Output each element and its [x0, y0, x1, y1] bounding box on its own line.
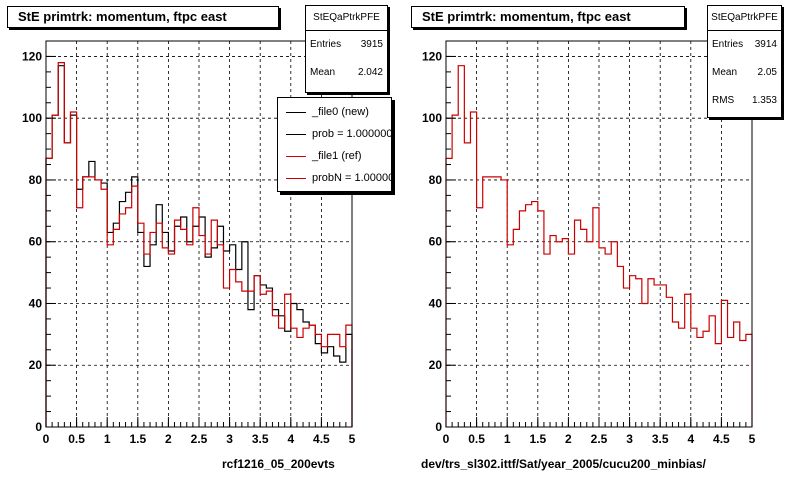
left-x-tick-label: 3.5	[252, 432, 269, 446]
legend-item-file1: _file1 (ref)	[278, 145, 391, 167]
legend-label-probn: probN = 1.000000	[312, 172, 392, 184]
legend-label-file1: _file1 (ref)	[312, 150, 362, 162]
left-x-tick-label: 0	[43, 432, 50, 446]
left-stats-name: StEQaPtrkPFE	[306, 6, 387, 31]
right-chart-title: StE primtrk: momentum, ftpc east	[411, 6, 685, 28]
right-stats-mean: Mean 2.05	[708, 59, 781, 87]
left-footer-label: rcf1216_05_200evts	[222, 457, 335, 471]
right-y-tick-label: 100	[422, 111, 442, 125]
right-x-tick-label: 2	[565, 432, 572, 446]
right-x-tick-label: 1	[504, 432, 511, 446]
left-x-tick-label: 1.5	[129, 432, 146, 446]
right-stats-rms-value: 1.353	[751, 95, 777, 106]
left-x-tick-label: 1	[104, 432, 111, 446]
left-x-tick-label: 5	[349, 432, 356, 446]
right-plot: 0 0.5 1 1.5 2 2.5 3 3.5 4 4.5 5 0 20 40 60 80 100 120	[422, 40, 756, 446]
left-y-tick-label: 100	[22, 111, 42, 125]
left-series-1-line	[45, 62, 353, 427]
right-stats-rms-label: RMS	[712, 95, 735, 106]
left-chart-title: StE primtrk: momentum, ftpc east	[7, 6, 279, 28]
right-x-tick-label: 0	[443, 432, 450, 446]
right-x-tick-label: 0.5	[468, 432, 485, 446]
right-stats-entries: Entries 3914	[708, 31, 781, 59]
right-x-tick-label: 4.5	[713, 432, 730, 446]
right-stats-mean-value: 2.05	[757, 67, 777, 78]
legend-label-prob: prob = 1.000000	[312, 128, 392, 140]
right-y-tick-label: 60	[429, 235, 443, 249]
right-y-tick-label: 40	[429, 296, 443, 310]
left-x-tick-label: 2	[165, 432, 172, 446]
left-stats-entries-label: Entries	[310, 39, 342, 50]
right-stats-box: StEQaPtrkPFE Entries 3914 Mean 2.05 RMS …	[707, 5, 782, 118]
left-y-tick-label: 40	[29, 296, 43, 310]
left-y-tick-label: 20	[29, 358, 43, 372]
right-y-tick-label: 120	[422, 49, 442, 63]
right-stats-name: StEQaPtrkPFE	[708, 6, 781, 31]
left-x-tick-label: 4	[287, 432, 294, 446]
left-x-tick-label: 4.5	[313, 432, 330, 446]
left-y-tick-label: 0	[35, 420, 42, 434]
left-stats-entries-value: 3915	[360, 39, 383, 50]
left-stats-mean: Mean 2.042	[306, 59, 387, 87]
left-x-tick-label: 3	[226, 432, 233, 446]
right-y-tick-label: 80	[429, 173, 443, 187]
legend-swatch-prob	[286, 134, 306, 135]
left-stats-entries: Entries 3915	[306, 31, 387, 59]
left-stats-box: StEQaPtrkPFE Entries 3915 Mean 2.042	[305, 5, 388, 93]
right-stats-mean-label: Mean	[712, 67, 738, 78]
right-x-tick-label: 2.5	[591, 432, 608, 446]
left-legend: _file0 (new) prob = 1.000000 _file1 (ref…	[277, 97, 392, 192]
left-y-tick-label: 120	[22, 49, 42, 63]
left-x-tick-label: 2.5	[191, 432, 208, 446]
legend-swatch-probn	[286, 178, 306, 179]
right-stats-entries-value: 3914	[754, 39, 777, 50]
right-x-tick-label: 3	[626, 432, 633, 446]
right-x-tick-label: 4	[687, 432, 694, 446]
right-series-0-line	[445, 65, 753, 427]
right-x-tick-label: 3.5	[652, 432, 669, 446]
right-y-tick-label: 20	[429, 358, 443, 372]
legend-item-probn: probN = 1.000000	[278, 167, 391, 189]
left-stats-mean-label: Mean	[310, 67, 336, 78]
left-x-tick-label: 0.5	[68, 432, 85, 446]
right-footer-label: dev/trs_sl302.ittf/Sat/year_2005/cucu200…	[421, 457, 706, 471]
left-y-tick-label: 80	[29, 173, 43, 187]
right-x-tick-label: 1.5	[529, 432, 546, 446]
right-x-tick-label: 5	[749, 432, 756, 446]
legend-item-file0: _file0 (new)	[278, 101, 391, 123]
left-stats-mean-value: 2.042	[357, 67, 383, 78]
left-y-tick-label: 60	[29, 235, 43, 249]
legend-swatch-file0	[286, 112, 306, 113]
legend-swatch-file1	[286, 156, 306, 157]
right-stats-entries-label: Entries	[712, 39, 744, 50]
legend-label-file0: _file0 (new)	[312, 106, 369, 118]
legend-item-prob: prob = 1.000000	[278, 123, 391, 145]
right-stats-rms: RMS 1.353	[708, 87, 781, 115]
right-y-tick-label: 0	[435, 420, 442, 434]
